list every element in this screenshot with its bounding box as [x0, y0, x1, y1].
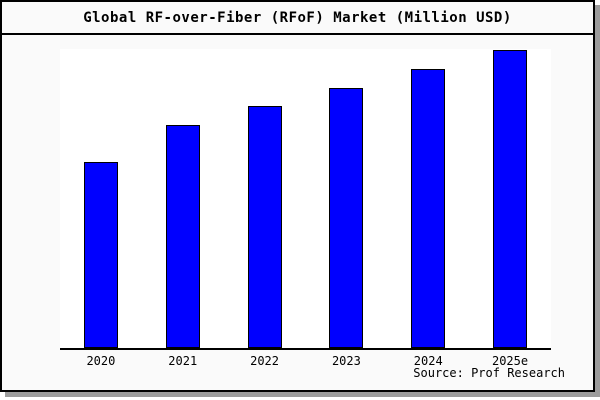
chart-title: Global RF-over-Fiber (RFoF) Market (Mill…: [83, 9, 512, 26]
x-tick-label-2025e: 2025e: [491, 354, 529, 368]
bar-2022: [248, 106, 282, 348]
bar-2024: [411, 69, 445, 348]
x-tick-label-2022: 2022: [250, 354, 280, 368]
bar-2023: [329, 88, 363, 348]
x-axis-labels: 2020 2021 2022 2023 2024 2025e: [60, 354, 551, 368]
bar-2025e: [493, 50, 527, 348]
x-tick-label-2020: 2020: [86, 354, 116, 368]
title-band: Global RF-over-Fiber (RFoF) Market (Mill…: [2, 2, 593, 35]
chart-card: Global RF-over-Fiber (RFoF) Market (Mill…: [0, 0, 595, 392]
x-tick-label-2024: 2024: [413, 354, 443, 368]
plot-area: [60, 49, 551, 350]
x-tick-label-2023: 2023: [331, 354, 361, 368]
x-tick-label-2021: 2021: [168, 354, 198, 368]
bar-2020: [84, 162, 118, 348]
source-note: Source: Prof Research: [413, 366, 565, 380]
bar-2021: [166, 125, 200, 348]
